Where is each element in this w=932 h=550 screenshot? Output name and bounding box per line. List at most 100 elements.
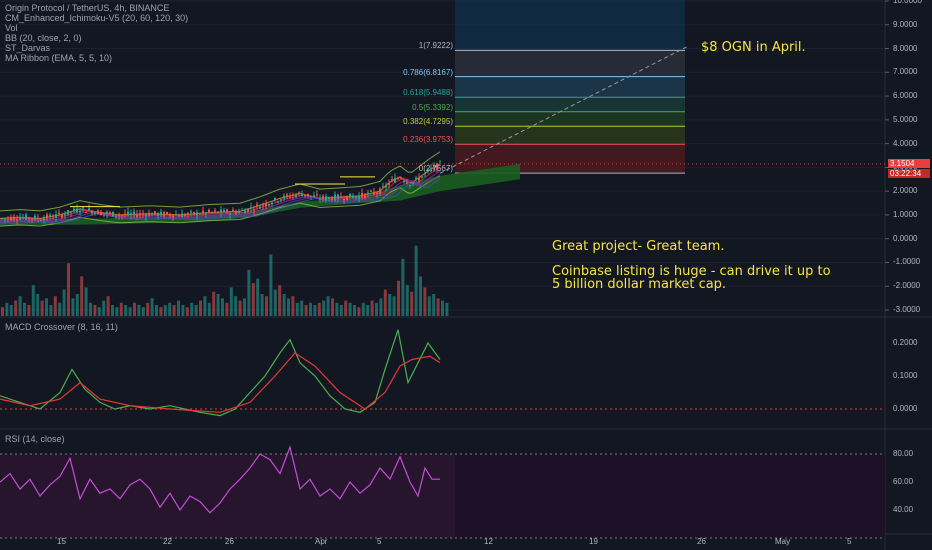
- macd-legend[interactable]: MACD Crossover (8, 16, 11): [5, 322, 118, 332]
- candle-body: [376, 192, 378, 194]
- volume-bar: [194, 305, 198, 316]
- volume-bar: [313, 305, 317, 316]
- candle-body: [130, 213, 132, 215]
- volume-bar: [375, 302, 378, 316]
- volume-bar: [291, 296, 295, 316]
- price-axis-label: -1.0000: [893, 257, 921, 267]
- volume-bar: [89, 302, 92, 316]
- last-price-tag: 3.1504: [888, 159, 930, 168]
- legend-indicator-ma-ribbon[interactable]: MA Ribbon (EMA, 5, 5, 10): [5, 53, 113, 63]
- legend-indicator-ichimoku[interactable]: CM_Enhanced_Ichimoku-V5 (20, 60, 120, 30…: [5, 13, 189, 23]
- candle-body: [142, 214, 144, 216]
- rsi-legend[interactable]: RSI (14, close): [5, 434, 65, 444]
- candle-body: [208, 209, 210, 213]
- candle-body: [178, 215, 180, 217]
- candle-body: [301, 194, 303, 197]
- rsi-axis-label: 40.00: [893, 505, 914, 514]
- candle-body: [181, 213, 183, 218]
- volume-bar: [348, 302, 352, 316]
- candle-body: [64, 214, 66, 216]
- candle-body: [358, 195, 360, 199]
- candle-body: [52, 217, 54, 219]
- time-axis-label: 26: [225, 537, 234, 546]
- candle-body: [322, 195, 324, 199]
- candle-body: [13, 216, 15, 220]
- volume-bar: [287, 298, 290, 316]
- volume-bar: [397, 280, 400, 316]
- volume-bar: [168, 302, 172, 316]
- legend-indicator-volume[interactable]: Vol: [5, 23, 18, 33]
- candle-body: [61, 214, 63, 218]
- candle-body: [229, 212, 231, 215]
- volume-bar: [58, 302, 62, 316]
- candle-body: [331, 198, 333, 201]
- candle-body: [4, 218, 6, 220]
- candle-body: [154, 211, 156, 214]
- candle-body: [172, 215, 174, 218]
- candle-body: [136, 214, 138, 217]
- candle-body: [211, 212, 213, 214]
- volume-bar: [75, 294, 79, 316]
- candle-body: [67, 210, 69, 215]
- volume-bar: [361, 302, 365, 316]
- rsi-axis-label: 60.00: [893, 477, 914, 486]
- candle-body: [325, 196, 327, 200]
- candle-body: [328, 197, 330, 199]
- time-axis-label: May: [775, 537, 791, 546]
- volume-bar: [379, 298, 383, 316]
- candle-body: [379, 188, 381, 195]
- candle-body: [433, 165, 435, 169]
- candle-body: [430, 168, 432, 170]
- volume-bar: [80, 276, 84, 316]
- volume-bar: [190, 302, 194, 316]
- volume-bar: [344, 300, 348, 316]
- volume-bar: [339, 305, 343, 316]
- volume-bar: [133, 302, 136, 316]
- candle-body: [34, 215, 36, 220]
- time-axis-label: 12: [484, 537, 493, 546]
- macd-line: [0, 329, 441, 417]
- candle-body: [121, 214, 123, 216]
- candle-body: [103, 213, 105, 215]
- volume-bar: [427, 296, 431, 316]
- candle-body: [151, 213, 153, 216]
- time-axis-label: 5: [377, 537, 382, 546]
- volume-bar: [45, 298, 48, 316]
- price-axis-label: 9.0000: [893, 19, 918, 29]
- candle-body: [409, 185, 411, 187]
- volume-bar: [405, 285, 409, 316]
- fib-zone: [455, 97, 685, 112]
- volume-bar: [177, 300, 180, 316]
- candle-body: [316, 194, 318, 196]
- legend-symbol: Origin Protocol / TetherUS, 4h, BINANCE: [5, 3, 170, 13]
- rsi-line: [0, 444, 440, 514]
- candle-body: [49, 214, 51, 218]
- legend-indicator-darvas[interactable]: ST_Darvas: [5, 43, 51, 53]
- volume-bar: [150, 298, 154, 316]
- volume-bar: [432, 294, 436, 316]
- volume-bar: [353, 305, 356, 316]
- volume-bar: [128, 307, 132, 316]
- candle-body: [340, 196, 342, 198]
- volume-bar: [265, 296, 268, 316]
- volume-bar: [419, 276, 422, 316]
- candle-body: [367, 192, 369, 195]
- volume-bar: [137, 305, 141, 316]
- volume-bar: [159, 307, 163, 316]
- volume-bar: [111, 305, 114, 316]
- volume-bar: [36, 294, 40, 316]
- volume-bar: [23, 302, 26, 316]
- candle-body: [427, 169, 429, 171]
- volume-bar: [335, 302, 339, 316]
- candle-body: [319, 198, 321, 200]
- volume-bar: [410, 291, 414, 316]
- volume-bar: [14, 300, 18, 316]
- candle-body: [289, 196, 291, 198]
- volume-bar: [207, 302, 211, 316]
- volume-bar: [331, 298, 334, 316]
- volume-bar: [309, 302, 312, 316]
- legend-indicator-bb[interactable]: BB (20, close, 2, 0): [5, 33, 82, 43]
- candle-body: [286, 194, 288, 196]
